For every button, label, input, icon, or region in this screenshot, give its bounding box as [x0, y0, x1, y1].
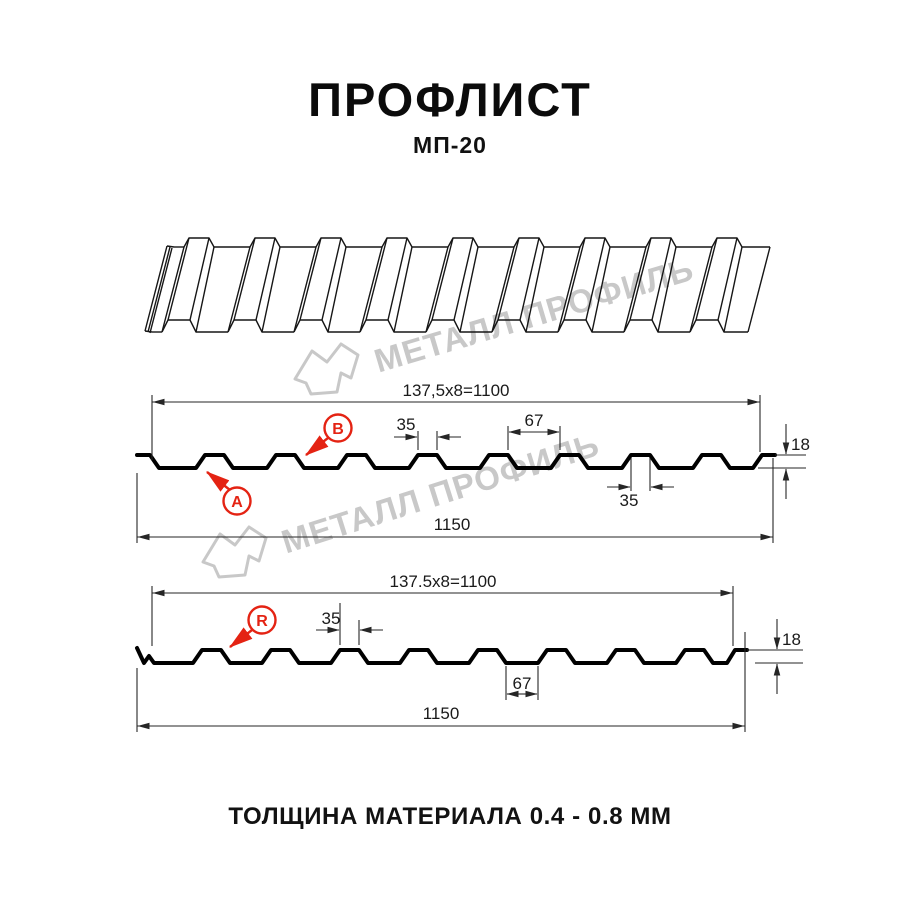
dim-working-width-label: 137.5x8=1100: [390, 572, 497, 591]
dim-rib-top-label: 35: [397, 415, 416, 434]
material-thickness-note: ТОЛЩИНА МАТЕРИАЛА 0.4 - 0.8 ММ: [228, 803, 672, 830]
dim-total-width: [136, 458, 774, 543]
dim-valley: [505, 666, 539, 700]
cross-section-front: 137,5x8=1100 35 67: [135, 381, 810, 543]
profile-outline: [135, 453, 777, 470]
page-title: ПРОФЛИСТ: [308, 73, 592, 126]
dim-rib-bottom-label: 35: [620, 491, 639, 510]
dim-rib-gap-label: 67: [525, 411, 544, 430]
dim-working-width: [151, 586, 734, 646]
dim-working-width-label: 137,5x8=1100: [403, 381, 510, 400]
dim-total-width-label: 1150: [423, 704, 460, 723]
metall-profil-logo-icon: [293, 342, 360, 396]
dim-total-width: [136, 632, 746, 732]
sheet-3d-view: [144, 237, 771, 334]
dim-valley-label: 67: [513, 674, 532, 693]
callout-a-label: A: [231, 494, 243, 511]
callout-r: R: [229, 605, 277, 648]
cross-section-reverse: 137.5x8=1100 35 67: [135, 572, 803, 732]
dim-rib-top-label: 35: [322, 609, 341, 628]
dim-height-label: 18: [782, 630, 801, 649]
dim-height: [747, 619, 803, 694]
callout-r-label: R: [256, 613, 268, 630]
dim-rib-top: [394, 431, 461, 450]
dim-rib-gap: [507, 426, 561, 450]
metall-profil-logo-icon: [201, 525, 268, 579]
dim-height-label: 18: [791, 435, 810, 454]
dim-total-width-label: 1150: [434, 515, 471, 534]
dim-working-width: [151, 395, 761, 460]
callout-a: A: [206, 471, 252, 516]
profile-model: МП-20: [413, 132, 487, 158]
profile-outline: [135, 646, 749, 665]
callout-b: B: [305, 413, 353, 456]
callout-b-label: B: [332, 421, 344, 438]
dim-rib-top: [316, 603, 383, 645]
dim-rib-bottom: [607, 458, 674, 491]
dim-height: [758, 424, 806, 499]
